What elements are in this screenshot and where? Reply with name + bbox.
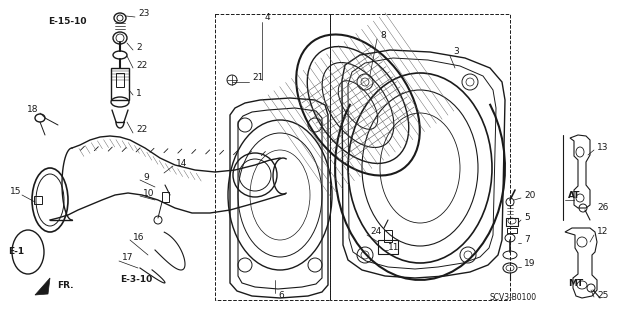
Text: SCV3-B0100: SCV3-B0100 — [490, 293, 537, 302]
Bar — [111, 68, 129, 100]
Text: 22: 22 — [136, 125, 147, 135]
Text: 24: 24 — [370, 227, 381, 236]
Text: 18: 18 — [27, 106, 38, 115]
Bar — [506, 218, 518, 226]
Bar — [378, 240, 398, 254]
Text: 20: 20 — [524, 190, 536, 199]
Text: 2: 2 — [136, 42, 141, 51]
Text: 26: 26 — [597, 204, 609, 212]
Text: 13: 13 — [597, 144, 609, 152]
Text: 1: 1 — [136, 88, 141, 98]
Text: AT: AT — [568, 191, 580, 201]
Text: 5: 5 — [524, 212, 530, 221]
Text: 7: 7 — [524, 235, 530, 244]
Text: E-15-10: E-15-10 — [48, 18, 86, 26]
Text: E-1: E-1 — [8, 247, 24, 256]
Text: 19: 19 — [524, 259, 536, 269]
Bar — [162, 192, 169, 202]
Text: 14: 14 — [176, 159, 188, 167]
Text: 15: 15 — [10, 188, 22, 197]
Text: 17: 17 — [122, 254, 134, 263]
Bar — [116, 73, 124, 87]
Text: 22: 22 — [136, 61, 147, 70]
Text: MT: MT — [568, 279, 583, 288]
Text: 25: 25 — [597, 291, 609, 300]
Text: 9: 9 — [143, 174, 148, 182]
Bar — [507, 228, 517, 233]
Text: E-3-10: E-3-10 — [120, 276, 152, 285]
Text: 21: 21 — [252, 73, 264, 83]
Polygon shape — [35, 278, 50, 295]
Text: 8: 8 — [380, 32, 386, 41]
Text: 11: 11 — [388, 243, 399, 253]
Bar — [384, 230, 392, 242]
Text: 12: 12 — [597, 227, 609, 236]
Text: 6: 6 — [278, 291, 284, 300]
Text: 23: 23 — [138, 10, 149, 19]
Text: FR.: FR. — [57, 280, 74, 290]
Text: 3: 3 — [453, 48, 459, 56]
Bar — [34, 196, 42, 204]
Text: 16: 16 — [133, 233, 145, 241]
Text: 10: 10 — [143, 189, 154, 197]
Text: 4: 4 — [265, 13, 271, 23]
